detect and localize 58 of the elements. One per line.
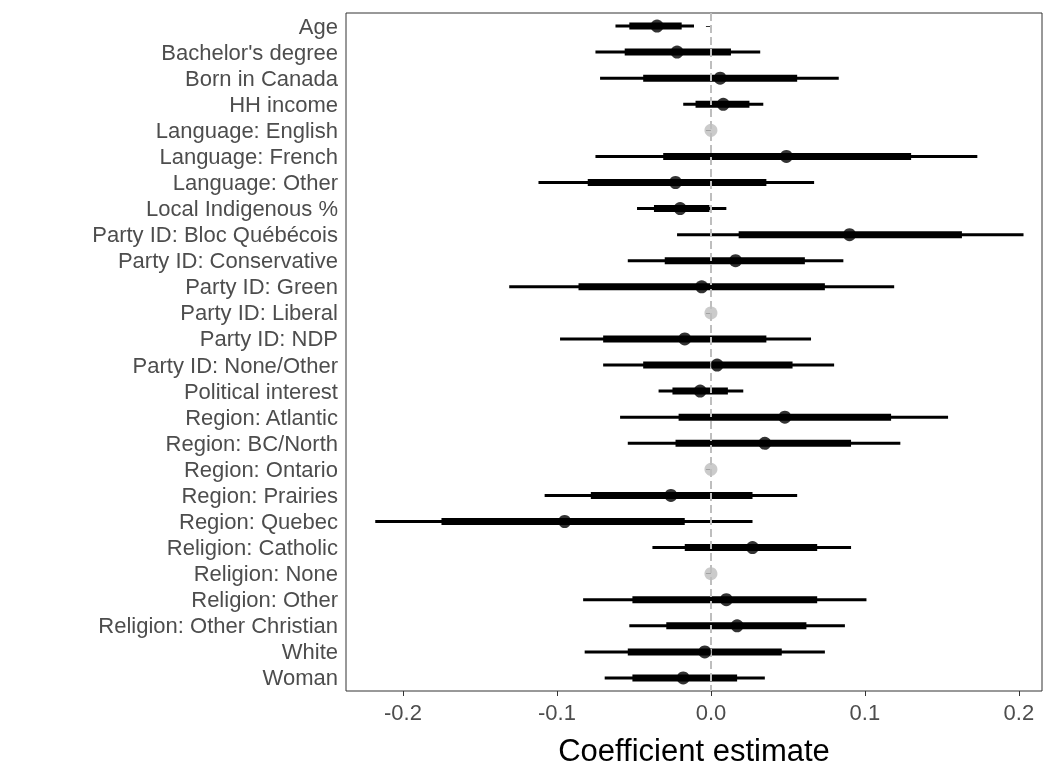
point [673,202,687,216]
y-tick-label: Region: Ontario [183,456,338,482]
x-tick-label: 0.0 [695,699,727,725]
y-tick-label: Region: Atlantic [185,404,338,430]
point [704,306,718,320]
x-tick-label: -0.2 [384,699,422,725]
y-tick-label: Religion: Catholic [166,535,338,561]
y-tick-label: Language: French [159,143,338,169]
point [716,97,730,111]
point [695,280,709,294]
y-tick-label: Party ID: None/Other [132,352,338,378]
point [713,71,727,85]
point [669,176,683,189]
y-tick-label: Religion: Other [191,587,338,613]
point [698,645,712,659]
y-tick-label: Party ID: Bloc Québécois [92,222,338,248]
point [650,19,664,33]
point [664,488,678,502]
y-tick-label: White [281,639,338,665]
y-tick-label: Religion: Other Christian [98,613,338,639]
y-tick-label: Woman [262,665,338,691]
y-tick-label: Political interest [183,378,338,404]
y-tick-label: Religion: None [193,561,338,587]
point [730,619,744,633]
y-tick-label: Language: Other [172,170,338,195]
point [693,384,707,398]
y-tick-label: HH income [229,91,338,117]
y-tick-label: Party ID: NDP [199,326,338,352]
point [778,410,792,424]
y-tick-label: Region: Quebec [179,509,338,534]
y-tick-label: Born in Canada [185,65,339,91]
point [719,593,733,607]
point [746,541,760,555]
y-tick-label: Local Indigenous % [145,196,338,222]
x-tick-label: -0.1 [537,699,576,725]
y-tick-label: Party ID: Conservative [117,248,338,274]
point [779,149,793,163]
y-tick-label: Party ID: Liberal [180,300,338,326]
point [729,254,743,268]
x-tick-label: 0.2 [1003,699,1035,725]
x-axis-title: Coefficient estimate [558,733,830,768]
point [704,462,718,476]
y-tick-label: Region: Prairies [181,482,338,508]
point [843,228,857,242]
point [678,332,692,346]
y-tick-label: Region: BC/North [165,430,338,456]
y-tick-label: Age [298,13,338,39]
x-tick-label: 0.1 [849,699,881,725]
point [676,671,690,685]
y-tick-label: Bachelor's degree [161,39,338,65]
point [704,123,718,137]
y-tick-label: Party ID: Green [185,274,338,300]
point [704,567,718,581]
point [758,436,772,450]
point [558,515,572,528]
point [710,358,724,372]
point [670,45,684,59]
y-tick-label: Language: English [155,117,338,143]
